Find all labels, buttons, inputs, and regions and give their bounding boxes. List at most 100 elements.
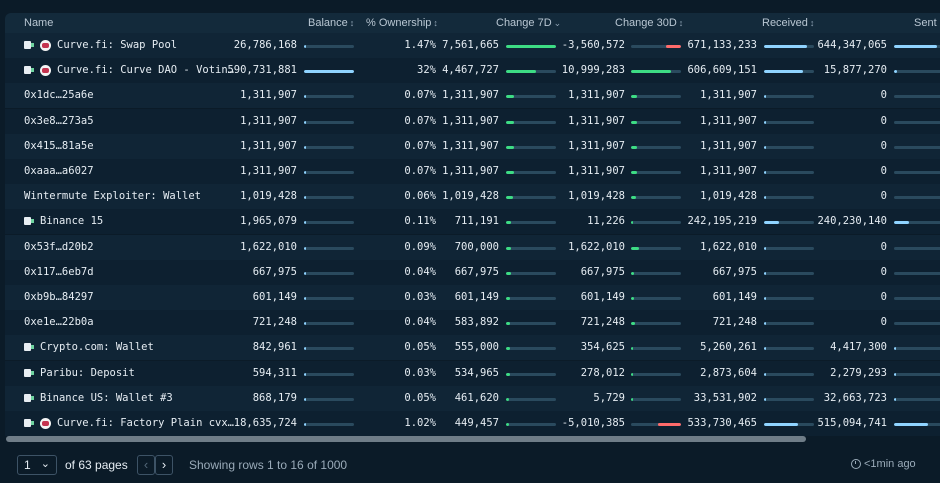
ownership-value: 32% xyxy=(417,64,436,77)
holder-name-cell[interactable]: Crypto.com: Wallet xyxy=(24,341,154,353)
balance-value: 1,311,907 xyxy=(240,89,297,102)
balance-bar xyxy=(304,171,354,174)
holder-name[interactable]: 0xb9b…84297 xyxy=(24,291,94,303)
balance-bar xyxy=(304,347,354,351)
sent-value: 0 xyxy=(880,139,887,152)
change-30d-value: 278,012 xyxy=(580,366,625,379)
sent-value: 0 xyxy=(880,89,887,102)
table-row[interactable]: 0xb9b…84297 601,149 0.03% 601,149 601,149 601… xyxy=(5,285,940,310)
holder-name[interactable]: Binance 15 xyxy=(40,215,104,228)
col-header-ownership[interactable]: % Ownership ↕ xyxy=(366,17,438,29)
holder-name[interactable]: 0x53f…d20b2 xyxy=(24,240,94,253)
table-row[interactable]: Crypto.com: Wallet 842,961 0.05% 555,000 354… xyxy=(5,335,940,361)
table-row[interactable]: 0x117…6eb7d 667,975 0.04% 667,975 667,975 667… xyxy=(5,259,940,285)
holder-name-cell[interactable]: 0xe1e…22b0a xyxy=(24,316,94,328)
received-bar xyxy=(764,271,814,275)
holder-name[interactable]: 0x415…81a5e xyxy=(24,139,94,152)
change-7d-bar xyxy=(506,145,556,149)
holder-name-cell[interactable]: 0xb9b…84297 xyxy=(24,291,94,303)
ownership-value: 0.04% xyxy=(404,265,436,278)
change-7d-value: 555,000 xyxy=(454,341,499,354)
holder-name[interactable]: Curve.fi: Factory Plain cvx… xyxy=(57,417,235,429)
col-header-change-30d[interactable]: Change 30D ↕ xyxy=(615,17,684,29)
holder-name[interactable]: Binance US: Wallet #3 xyxy=(40,391,173,404)
ownership-value: 1.02% xyxy=(404,417,436,429)
chevron-down-icon: ⌄ xyxy=(40,458,50,470)
holder-name-cell[interactable]: Curve.fi: Factory Plain cvx… xyxy=(24,417,234,429)
holder-name[interactable]: 0x1dc…25a6e xyxy=(24,89,94,102)
change-30d-bar xyxy=(631,271,681,275)
change-7d-value: 1,311,907 xyxy=(442,89,499,102)
holder-name[interactable]: Wintermute Exploiter: Wallet xyxy=(24,190,202,203)
sent-bar xyxy=(894,196,940,200)
table-footer: 1 ⌄ of 63 pages ‹ › Showing rows 1 to 16… xyxy=(0,452,940,477)
col-header-change-7d[interactable]: Change 7D ⌄ xyxy=(496,17,562,29)
prev-page-button[interactable]: ‹ xyxy=(137,455,155,475)
holder-name[interactable]: Curve.fi: Swap Pool xyxy=(57,39,178,51)
holder-name[interactable]: 0xe1e…22b0a xyxy=(24,316,94,329)
table-row[interactable]: Binance US: Wallet #3 868,179 0.05% 461,620… xyxy=(5,385,940,411)
holder-name-cell[interactable]: Curve.fi: Swap Pool xyxy=(24,39,177,51)
balance-bar xyxy=(304,271,354,275)
holder-name-cell[interactable]: 0x117…6eb7d xyxy=(24,266,94,278)
change-30d-bar xyxy=(631,297,681,300)
horizontal-scrollbar-thumb[interactable] xyxy=(6,436,806,442)
table-row[interactable]: 0xaaa…a6027 1,311,907 0.07% 1,311,907 1,311,… xyxy=(5,159,940,184)
col-header-name[interactable]: Name xyxy=(24,17,54,29)
holder-name-cell[interactable]: 0xaaa…a6027 xyxy=(24,165,94,177)
holder-name[interactable]: 0x117…6eb7d xyxy=(24,265,94,278)
holder-name[interactable]: 0x3e8…273a5 xyxy=(24,114,94,127)
next-page-button[interactable]: › xyxy=(155,455,173,475)
table-row[interactable]: 0xe1e…22b0a 721,248 0.04% 583,892 721,248 721… xyxy=(5,310,940,336)
holder-name[interactable]: Paribu: Deposit xyxy=(40,366,135,379)
sent-value: 0 xyxy=(880,265,887,278)
table-row[interactable]: 0x1dc…25a6e 1,311,907 0.07% 1,311,907 1,311,… xyxy=(5,83,940,109)
holder-name-cell[interactable]: Curve.fi: Curve DAO - Votin… xyxy=(24,64,234,76)
holder-name-cell[interactable]: 0x415…81a5e xyxy=(24,140,94,152)
col-header-sent[interactable]: Sent xyxy=(914,17,937,29)
change-30d-bar xyxy=(631,45,681,48)
holder-name[interactable]: Crypto.com: Wallet xyxy=(40,341,154,354)
change-7d-bar xyxy=(506,120,556,124)
balance-bar xyxy=(304,70,354,74)
table-row[interactable]: Paribu: Deposit 594,311 0.03% 534,965 278,01… xyxy=(5,360,940,386)
table-row[interactable]: 0x415…81a5e 1,311,907 0.07% 1,311,907 1,311,… xyxy=(5,133,940,159)
change-7d-bar xyxy=(506,70,556,74)
sent-value: 2,279,293 xyxy=(830,366,887,379)
change-7d-value: 1,311,907 xyxy=(442,165,499,177)
col-header-balance[interactable]: Balance ↕ xyxy=(308,17,355,29)
holder-name[interactable]: 0xaaa…a6027 xyxy=(24,165,94,177)
table-row[interactable]: Binance 15 1,965,079 0.11% 711,191 11,226 242… xyxy=(5,209,940,235)
balance-bar xyxy=(304,297,354,300)
holder-name-cell[interactable]: Wintermute Exploiter: Wallet xyxy=(24,190,201,202)
holder-name-cell[interactable]: 0x1dc…25a6e xyxy=(24,89,94,101)
balance-value: 1,965,079 xyxy=(240,215,297,228)
table-row[interactable]: Wintermute Exploiter: Wallet 1,019,428 0.0… xyxy=(5,184,940,210)
sent-bar xyxy=(894,120,940,124)
received-value: 671,133,233 xyxy=(687,39,757,51)
holder-name[interactable]: Curve.fi: Curve DAO - Votin… xyxy=(57,64,235,77)
change-30d-bar xyxy=(631,145,681,149)
change-7d-value: 7,561,665 xyxy=(442,39,499,51)
table-row[interactable]: Curve.fi: Swap Pool 26,786,168 1.47% 7,561,… xyxy=(5,33,940,58)
sort-desc-icon: ⌄ xyxy=(553,18,562,28)
change-7d-bar xyxy=(506,322,556,326)
table-row[interactable]: Curve.fi: Factory Plain cvx… 18,635,724 1.… xyxy=(5,411,940,436)
holder-name-cell[interactable]: 0x53f…d20b2 xyxy=(24,241,94,253)
table-row[interactable]: Curve.fi: Curve DAO - Votin… 590,731,881 3… xyxy=(5,58,940,84)
change-30d-bar xyxy=(631,423,681,426)
balance-bar xyxy=(304,145,354,149)
page-select[interactable]: 1 ⌄ xyxy=(17,455,57,475)
holder-name-cell[interactable]: Paribu: Deposit xyxy=(24,367,135,379)
change-7d-value: 1,311,907 xyxy=(442,139,499,152)
change-30d-value: 5,729 xyxy=(593,391,625,404)
table-row[interactable]: 0x53f…d20b2 1,622,010 0.09% 700,000 1,622,01… xyxy=(5,234,940,260)
holder-name-cell[interactable]: Binance 15 xyxy=(24,215,103,227)
change-30d-value: 354,625 xyxy=(580,341,625,354)
balance-value: 601,149 xyxy=(252,291,297,303)
col-header-received[interactable]: Received ↕ xyxy=(762,17,815,29)
holder-name-cell[interactable]: 0x3e8…273a5 xyxy=(24,115,94,127)
holder-name-cell[interactable]: Binance US: Wallet #3 xyxy=(24,392,173,404)
balance-bar xyxy=(304,423,354,426)
table-row[interactable]: 0x3e8…273a5 1,311,907 0.07% 1,311,907 1,311,… xyxy=(5,108,940,134)
